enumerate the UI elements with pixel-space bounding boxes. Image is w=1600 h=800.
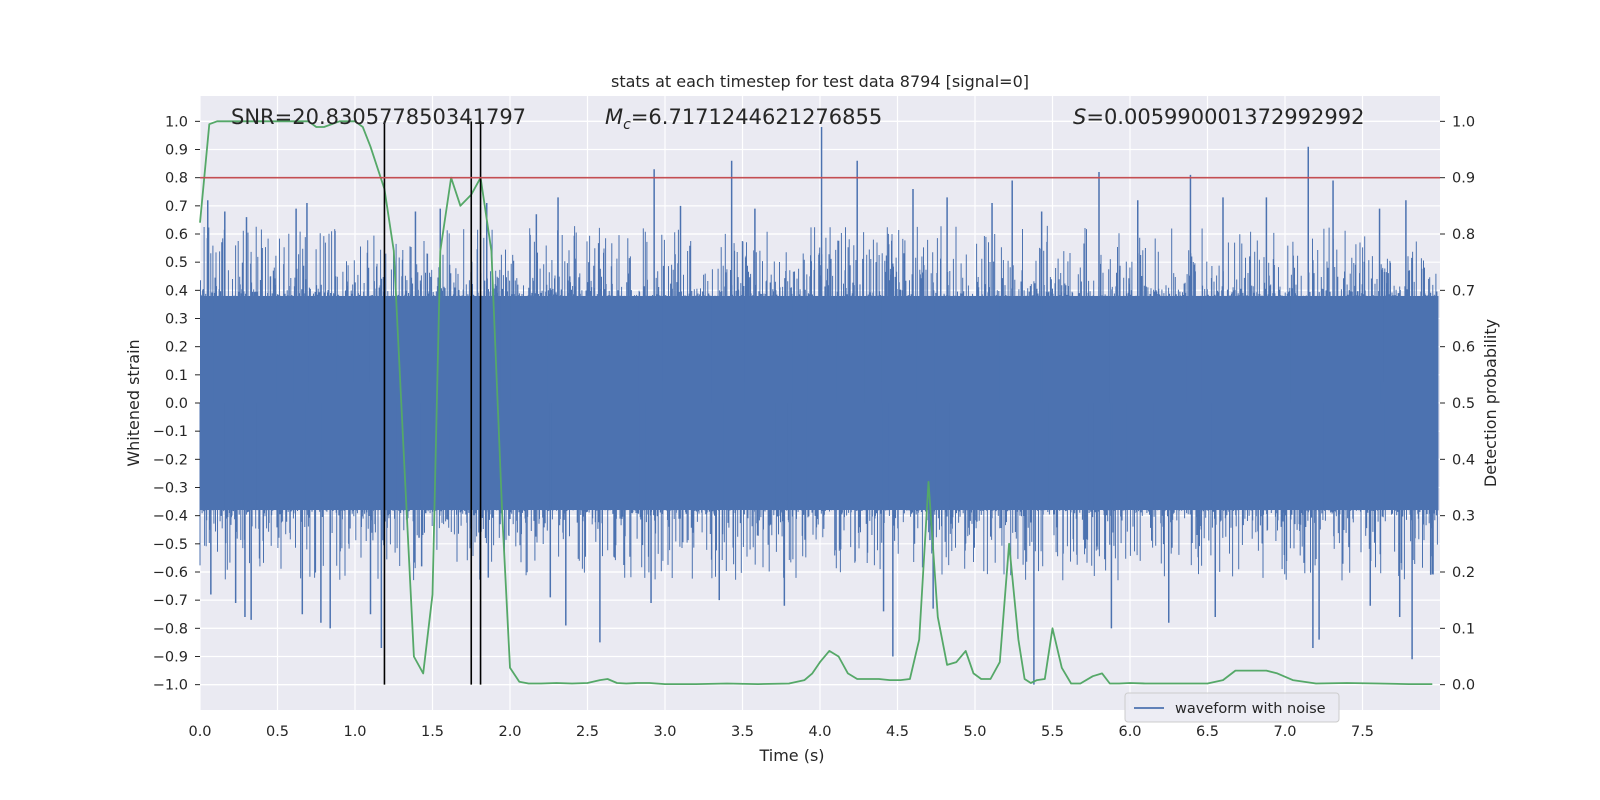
x-tick-label: 4.5 bbox=[886, 724, 909, 740]
y-right-tick-label: 1.0 bbox=[1452, 114, 1475, 130]
x-tick-label: 2.0 bbox=[498, 724, 521, 740]
y-left-tick-label: 0.2 bbox=[165, 340, 188, 356]
x-tick-label: 5.0 bbox=[963, 724, 986, 740]
s-value: =0.005990001372992992 bbox=[1086, 105, 1364, 129]
y-left-tick-label: −0.1 bbox=[153, 424, 188, 440]
x-tick-label: 7.0 bbox=[1273, 724, 1296, 740]
y-left-tick-label: 0.6 bbox=[165, 227, 188, 243]
probability-line bbox=[199, 120, 1433, 685]
x-axis-label: Time (s) bbox=[758, 746, 824, 765]
y-axis-right-label: Detection probability bbox=[1481, 319, 1500, 487]
y-left-tick-label: 0.3 bbox=[165, 312, 188, 328]
y-left-tick-label: −0.7 bbox=[153, 593, 188, 609]
y-right-tick-label: 0.1 bbox=[1452, 621, 1475, 637]
y-left-tick-label: −0.9 bbox=[153, 649, 188, 665]
y-right-tick-label: 0.8 bbox=[1452, 227, 1475, 243]
y-left-tick-label: 0.1 bbox=[165, 368, 188, 384]
y-left-tick-label: −0.5 bbox=[153, 537, 188, 553]
x-tick-label: 4.0 bbox=[808, 724, 831, 740]
chirp-mass-value: =6.7171244621276855 bbox=[631, 105, 882, 129]
legend: waveform with noise bbox=[1124, 692, 1340, 723]
y-right-tick-label: 0.7 bbox=[1452, 283, 1475, 299]
y-left-tick-labels: 1.0 0.9 0.8 0.7 0.6 0.5 0.4 0.3 0.2 0.1 0.0 −0.1 −0.… bbox=[153, 114, 200, 694]
waveform-series bbox=[199, 126, 1439, 685]
chirp-mass-subscript: c bbox=[623, 117, 631, 133]
y-axis-left-label: Whitened strain bbox=[124, 339, 143, 466]
y-right-tick-label: 0.4 bbox=[1452, 452, 1475, 468]
y-left-tick-label: 0.0 bbox=[165, 396, 188, 412]
y-left-tick-label: −0.2 bbox=[153, 452, 188, 468]
waveform-trace bbox=[199, 225, 1439, 581]
legend-box bbox=[1124, 692, 1340, 723]
x-tick-label: 6.5 bbox=[1196, 724, 1219, 740]
y-right-tick-label: 0.5 bbox=[1452, 396, 1475, 412]
y-right-tick-label: 0.6 bbox=[1452, 340, 1475, 356]
x-tick-label: 0.0 bbox=[188, 724, 211, 740]
y-right-tick-label: 0.2 bbox=[1452, 565, 1475, 581]
probability-series bbox=[199, 120, 1433, 685]
y-left-tick-label: −0.3 bbox=[153, 480, 188, 496]
y-left-tick-label: 0.5 bbox=[165, 255, 188, 271]
snr-annotation: SNR=20.830577850341797 bbox=[231, 105, 526, 129]
y-right-tick-label: 0.0 bbox=[1452, 678, 1475, 694]
x-tick-label: 6.0 bbox=[1118, 724, 1141, 740]
y-left-tick-label: −0.4 bbox=[153, 509, 188, 525]
legend-label: waveform with noise bbox=[1175, 701, 1326, 717]
y-left-tick-label: 0.8 bbox=[165, 171, 188, 187]
chirp-mass-annotation: Mc=6.7171244621276855 bbox=[605, 105, 882, 133]
y-right-tick-label: 0.9 bbox=[1452, 171, 1475, 187]
y-left-tick-label: 0.9 bbox=[165, 143, 188, 159]
x-tick-label: 5.5 bbox=[1041, 724, 1064, 740]
y-left-tick-label: 1.0 bbox=[165, 114, 188, 130]
x-tick-label: 1.5 bbox=[421, 724, 444, 740]
chart-title: stats at each timestep for test data 879… bbox=[611, 72, 1029, 91]
y-right-tick-labels: 1.0 0.9 0.8 0.7 0.6 0.5 0.4 0.3 0.2 0.1 0.0 bbox=[1440, 114, 1475, 694]
x-tick-labels: 0.0 0.5 1.0 1.5 2.0 2.5 3.0 3.5 4.0 4.5 5.0 5.5 6.0 6… bbox=[188, 724, 1374, 740]
y-left-tick-label: −1.0 bbox=[153, 678, 188, 694]
x-tick-label: 3.5 bbox=[731, 724, 754, 740]
x-tick-label: 2.5 bbox=[576, 724, 599, 740]
x-tick-label: 3.0 bbox=[653, 724, 676, 740]
chirp-mass-symbol: M bbox=[605, 105, 623, 129]
s-annotation: S=0.005990001372992992 bbox=[1073, 105, 1364, 129]
y-right-tick-label: 0.3 bbox=[1452, 509, 1475, 525]
x-tick-label: 1.0 bbox=[343, 724, 366, 740]
y-left-tick-label: −0.8 bbox=[153, 621, 188, 637]
y-left-tick-label: −0.6 bbox=[153, 565, 188, 581]
y-left-tick-label: 0.4 bbox=[165, 283, 188, 299]
s-symbol: S bbox=[1073, 105, 1086, 129]
vertical-markers bbox=[383, 121, 482, 685]
x-tick-label: 0.5 bbox=[266, 724, 289, 740]
y-left-tick-label: 0.7 bbox=[165, 199, 188, 215]
x-tick-label: 7.5 bbox=[1351, 724, 1374, 740]
